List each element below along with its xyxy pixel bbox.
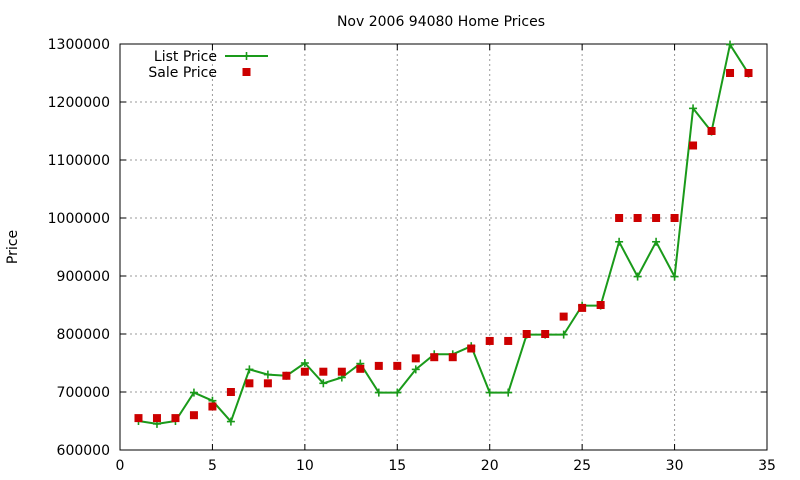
sale-price-point <box>522 330 531 338</box>
y-tick-label: 1100000 <box>48 153 110 169</box>
x-tick-label: 35 <box>758 458 776 474</box>
list-price-line <box>138 43 750 425</box>
x-tick-label: 15 <box>388 458 406 474</box>
sale-price-point <box>578 303 587 312</box>
ticks-layer: 0 5 10 15 20 25 30 35 600000 700000 800000 900000 10… <box>48 37 776 474</box>
legend-key-list-price <box>225 52 268 60</box>
legend-marker-list-price <box>242 52 251 60</box>
grid-layer <box>120 44 767 450</box>
sale-price-point <box>615 214 624 222</box>
list-price-point <box>300 359 309 367</box>
list-price-point <box>559 330 568 339</box>
x-tick-label: 10 <box>296 458 314 474</box>
list-price-point <box>633 272 642 281</box>
y-tick-label: 600000 <box>57 443 110 459</box>
legend-label-sale-price: Sale Price <box>148 65 217 81</box>
y-tick-label: 1000000 <box>48 211 110 227</box>
plot-frame <box>119 43 768 451</box>
list-price-point <box>393 388 402 397</box>
sale-price-point <box>356 364 365 373</box>
list-price-point <box>411 365 420 374</box>
sale-price-point <box>171 414 180 423</box>
list-price-point <box>504 388 513 397</box>
list-price-point <box>319 379 328 388</box>
x-tick-label: 20 <box>481 458 499 474</box>
sale-price-point <box>263 379 272 388</box>
sale-price-point <box>152 414 161 423</box>
legend-label-list-price: List Price <box>154 49 217 65</box>
sale-price-point <box>596 301 605 309</box>
list-price-point <box>485 388 494 397</box>
x-tick-label: 25 <box>573 458 591 474</box>
y-tick-label: 800000 <box>57 327 110 343</box>
list-price-point <box>726 40 735 49</box>
sale-price-point <box>411 354 420 363</box>
list-price-point <box>670 272 679 281</box>
sale-price-point <box>282 371 291 380</box>
sale-price-point <box>374 361 383 370</box>
sale-price-point <box>504 336 513 345</box>
sale-price-point <box>485 336 494 345</box>
sale-price-point <box>689 141 698 150</box>
sale-price-point <box>393 361 402 370</box>
y-tick-label: 1200000 <box>48 95 110 111</box>
list-price-point <box>263 370 272 379</box>
sale-price-point <box>226 388 235 396</box>
chart-title: Nov 2006 94080 Home Prices <box>337 14 545 30</box>
series-layer <box>134 40 753 428</box>
sale-price-point <box>707 127 716 135</box>
list-price-point <box>189 388 198 397</box>
sale-price-point <box>726 69 735 77</box>
sale-price-point <box>559 312 568 321</box>
list-price-point <box>615 237 624 246</box>
sale-price-point <box>337 367 346 376</box>
legend: List Price Sale Price <box>148 49 268 81</box>
sale-price-point <box>652 214 661 222</box>
y-tick-label: 900000 <box>57 269 110 285</box>
sale-price-point <box>744 69 753 77</box>
sale-price-point <box>134 414 143 423</box>
sale-price-point <box>448 353 457 362</box>
sale-price-point <box>541 330 550 338</box>
x-tick-label: 5 <box>208 458 217 474</box>
sale-price-point <box>189 411 198 420</box>
x-tick-label: 30 <box>666 458 684 474</box>
list-price-point <box>652 237 661 246</box>
x-tick-label: 0 <box>116 458 125 474</box>
sale-price-point <box>670 214 679 222</box>
y-tick-label: 1300000 <box>48 37 110 53</box>
legend-key-sale-price <box>242 68 251 76</box>
list-price-point <box>226 417 235 426</box>
sale-price-point <box>319 367 328 376</box>
list-price-point <box>245 365 254 374</box>
list-price-point <box>374 388 383 397</box>
sale-price-point <box>245 379 254 388</box>
sale-price-point <box>208 402 217 411</box>
sale-price-point <box>430 353 439 362</box>
sale-price-point <box>467 344 476 353</box>
y-tick-label: 700000 <box>57 385 110 401</box>
sale-price-point <box>300 367 309 376</box>
sale-price-point <box>633 214 642 222</box>
list-price-point <box>689 104 698 113</box>
y-axis-label: Price <box>5 230 21 264</box>
legend-marker-sale-price <box>242 68 251 76</box>
